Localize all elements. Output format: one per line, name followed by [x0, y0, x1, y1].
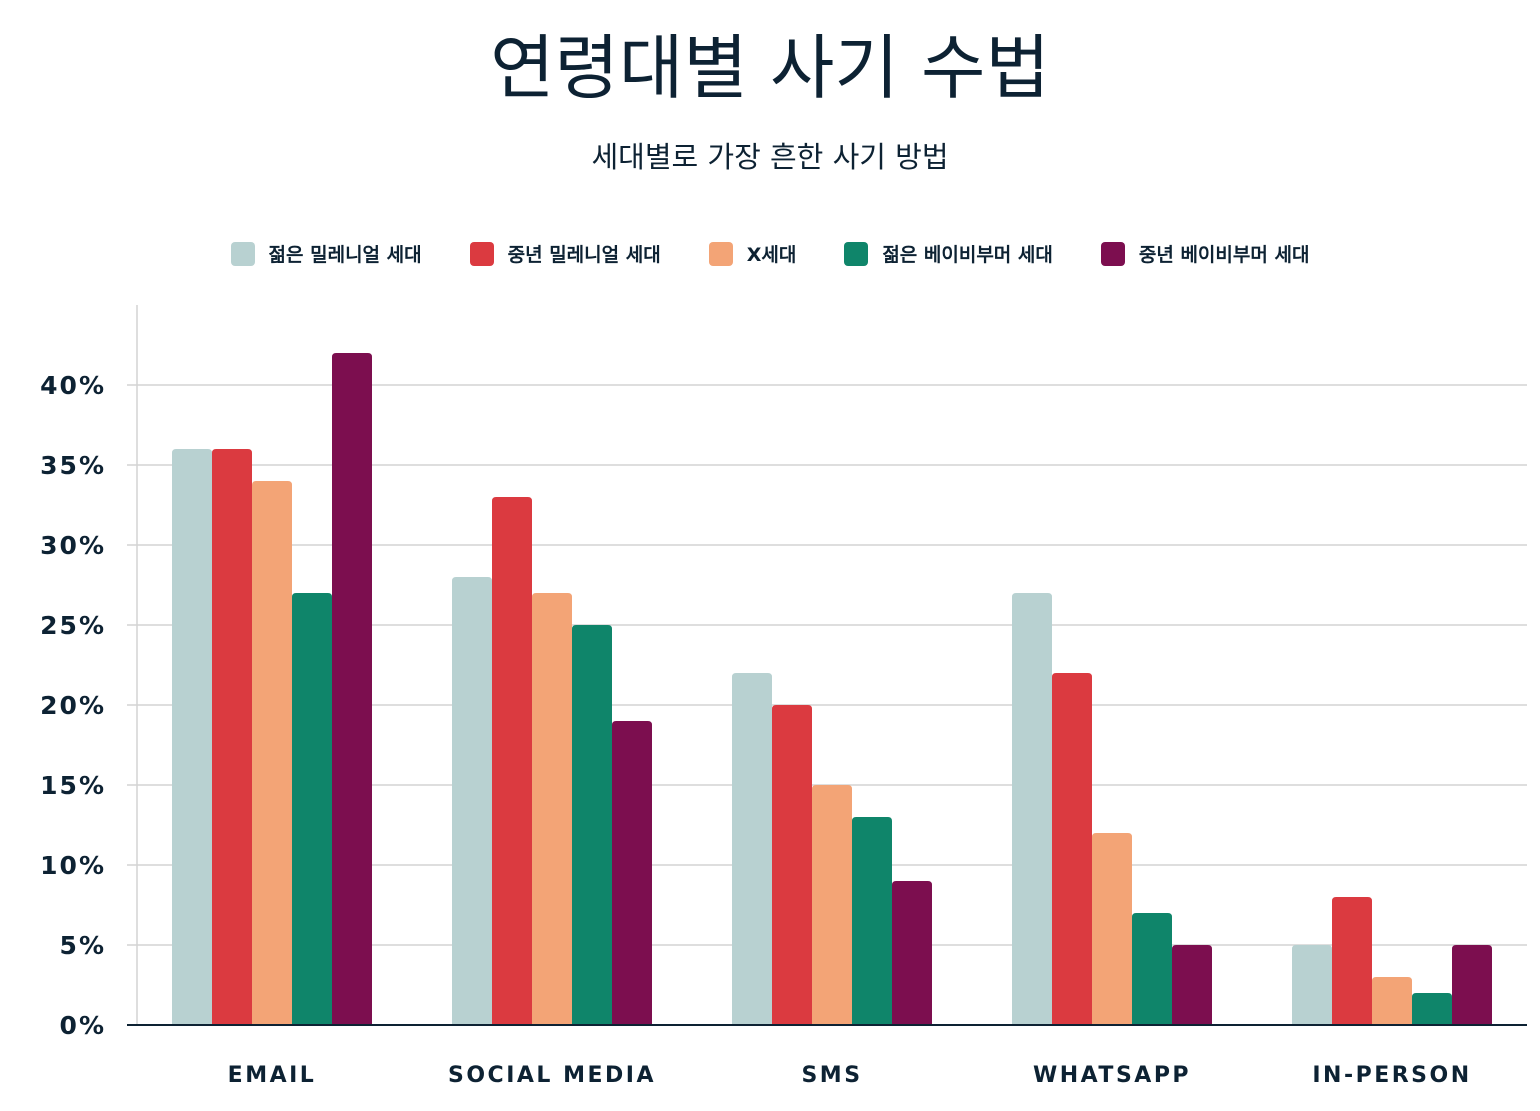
- x-tick-label: WHATSAPP: [1033, 1063, 1191, 1088]
- bar: [292, 593, 332, 1025]
- legend-label: 중년 베이비부머 세대: [1138, 244, 1310, 266]
- bar: [572, 625, 612, 1025]
- legend-swatch: [469, 241, 494, 266]
- bar: [1372, 977, 1412, 1025]
- y-tick-label: 40%: [40, 371, 106, 400]
- legend-label: 젊은 밀레니얼 세대: [268, 244, 422, 266]
- bar: [1132, 913, 1172, 1025]
- legend-swatch: [844, 241, 869, 266]
- bar: [1172, 945, 1212, 1025]
- legend-item: 젊은 밀레니얼 세대: [230, 240, 422, 267]
- bar: [1092, 833, 1132, 1025]
- y-tick-label: 10%: [40, 851, 106, 880]
- legend-item: X세대: [708, 240, 797, 267]
- legend-label: 젊은 베이비부머 세대: [882, 244, 1053, 266]
- x-tick-label: EMAIL: [228, 1063, 317, 1088]
- legend-item: 중년 밀레니얼 세대: [469, 240, 661, 267]
- legend-swatch: [708, 241, 733, 266]
- bar: [1332, 897, 1372, 1025]
- legend-swatch: [1100, 241, 1125, 266]
- bar: [892, 881, 932, 1025]
- y-tick-label: 35%: [40, 451, 106, 480]
- x-tick-label: SOCIAL MEDIA: [448, 1063, 656, 1088]
- x-tick-label: IN-PERSON: [1312, 1063, 1471, 1088]
- legend-item: 젊은 베이비부머 세대: [844, 240, 1053, 267]
- bar: [1452, 945, 1492, 1025]
- y-tick-label: 25%: [40, 611, 106, 640]
- bar: [532, 593, 572, 1025]
- chart-subtitle: 세대별로 가장 흔한 사기 방법: [591, 140, 949, 174]
- bar: [1052, 673, 1092, 1025]
- y-tick-label: 0%: [60, 1011, 106, 1040]
- bar: [1292, 945, 1332, 1025]
- x-tick-label: SMS: [801, 1063, 862, 1088]
- bar: [812, 785, 852, 1025]
- bar: [1012, 593, 1052, 1025]
- legend-item: 중년 베이비부머 세대: [1100, 240, 1310, 267]
- bar: [452, 577, 492, 1025]
- y-tick-label: 15%: [40, 771, 106, 800]
- y-tick-label: 30%: [40, 531, 106, 560]
- bar: [732, 673, 772, 1025]
- legend-label: 중년 밀레니얼 세대: [507, 244, 661, 266]
- legend: 젊은 밀레니얼 세대 중년 밀레니얼 세대 X세대 젊은 베이비부머 세대 중년 베이비…: [0, 240, 1540, 267]
- legend-label: X세대: [746, 244, 797, 266]
- chart-title: 연령대별 사기 수법: [490, 27, 1050, 109]
- bar: [252, 481, 292, 1025]
- bar: [492, 497, 532, 1025]
- bar: [332, 353, 372, 1025]
- bar: [772, 705, 812, 1025]
- y-tick-label: 20%: [40, 691, 106, 720]
- bar: [1412, 993, 1452, 1025]
- y-tick-label: 5%: [60, 931, 106, 960]
- bar: [212, 449, 252, 1025]
- legend-swatch: [230, 241, 255, 266]
- bar: [172, 449, 212, 1025]
- bar: [612, 721, 652, 1025]
- bar: [852, 817, 892, 1025]
